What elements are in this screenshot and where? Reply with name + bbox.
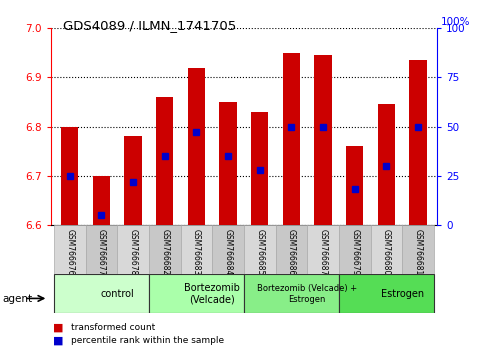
Bar xyxy=(251,112,269,225)
Bar xyxy=(283,53,300,225)
Bar xyxy=(93,176,110,225)
Bar xyxy=(156,97,173,225)
Text: GDS4089 / ILMN_1741705: GDS4089 / ILMN_1741705 xyxy=(63,19,236,33)
Text: 100%: 100% xyxy=(441,17,471,27)
Text: GSM766676: GSM766676 xyxy=(65,229,74,275)
Text: GSM766682: GSM766682 xyxy=(160,229,169,275)
Bar xyxy=(339,225,370,274)
Bar xyxy=(188,68,205,225)
Bar xyxy=(276,225,307,274)
Bar xyxy=(212,225,244,274)
Bar xyxy=(124,136,142,225)
Text: Bortezomib
(Velcade): Bortezomib (Velcade) xyxy=(185,283,240,305)
Bar xyxy=(307,225,339,274)
Text: Estrogen: Estrogen xyxy=(381,289,424,299)
Text: GSM766678: GSM766678 xyxy=(128,229,138,275)
Text: GSM766686: GSM766686 xyxy=(287,229,296,275)
Bar xyxy=(181,225,212,274)
Bar xyxy=(85,225,117,274)
Bar xyxy=(54,225,85,274)
Text: GSM766679: GSM766679 xyxy=(350,229,359,275)
Text: transformed count: transformed count xyxy=(71,323,156,332)
Bar xyxy=(244,225,276,274)
Bar xyxy=(370,225,402,274)
Bar xyxy=(314,55,332,225)
Bar xyxy=(378,104,395,225)
Bar xyxy=(244,274,339,313)
Text: control: control xyxy=(100,289,134,299)
Bar xyxy=(339,274,434,313)
Bar xyxy=(402,225,434,274)
Bar xyxy=(149,274,244,313)
Text: percentile rank within the sample: percentile rank within the sample xyxy=(71,336,225,345)
Bar xyxy=(219,102,237,225)
Text: GSM766680: GSM766680 xyxy=(382,229,391,275)
Bar xyxy=(54,274,149,313)
Text: GSM766685: GSM766685 xyxy=(255,229,264,275)
Text: GSM766681: GSM766681 xyxy=(413,229,423,275)
Bar xyxy=(61,127,78,225)
Text: GSM766683: GSM766683 xyxy=(192,229,201,275)
Text: Bortezomib (Velcade) +
Estrogen: Bortezomib (Velcade) + Estrogen xyxy=(257,284,357,303)
Text: GSM766684: GSM766684 xyxy=(224,229,233,275)
Bar xyxy=(149,225,181,274)
Bar xyxy=(346,146,364,225)
Text: ■: ■ xyxy=(53,322,64,332)
Text: ■: ■ xyxy=(53,336,64,346)
Bar xyxy=(117,225,149,274)
Text: GSM766687: GSM766687 xyxy=(319,229,327,275)
Text: agent: agent xyxy=(2,294,32,304)
Text: GSM766677: GSM766677 xyxy=(97,229,106,275)
Bar xyxy=(410,60,427,225)
